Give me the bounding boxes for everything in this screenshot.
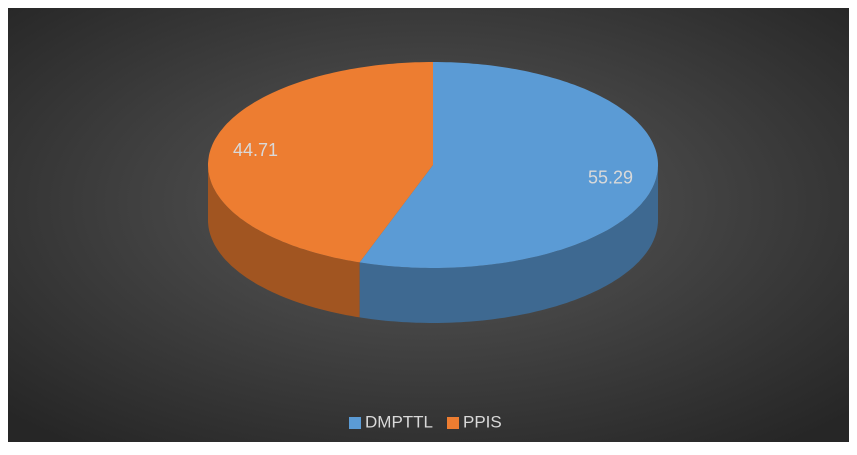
legend-swatch [447, 417, 459, 429]
data-label: 55.29 [588, 167, 633, 187]
data-label: 44.71 [233, 140, 278, 160]
slice-side [359, 165, 658, 323]
legend-label: DMPTTL [365, 412, 433, 431]
legend-label: PPIS [463, 412, 502, 431]
slice [208, 62, 433, 263]
slice [359, 62, 658, 268]
legend-swatch [349, 417, 361, 429]
slice-side [208, 165, 360, 318]
